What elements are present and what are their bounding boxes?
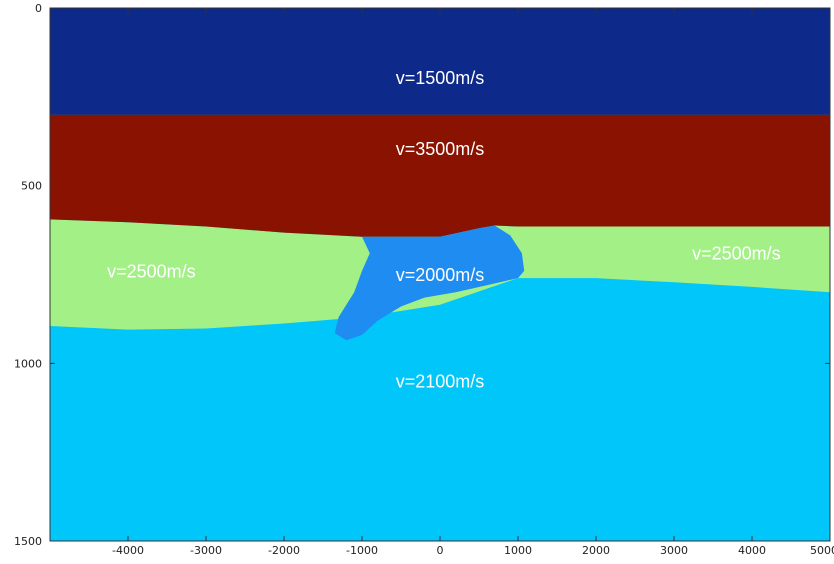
- layer-label: v=2000m/s: [396, 265, 485, 285]
- y-tick-label: 1000: [14, 357, 42, 370]
- y-tick-label: 1500: [14, 535, 42, 548]
- layer-label: v=2500m/s: [107, 261, 196, 281]
- layer-label: v=1500m/s: [396, 68, 485, 88]
- x-tick-label: -4000: [112, 544, 144, 557]
- x-tick-label: -3000: [190, 544, 222, 557]
- layer-v1500: [50, 8, 830, 115]
- x-tick-label: 3000: [660, 544, 688, 557]
- x-tick-label: 0: [437, 544, 444, 557]
- body-v2000: [334, 225, 525, 341]
- layer-v3500: [50, 114, 830, 237]
- x-tick-label: -1000: [346, 544, 378, 557]
- layer-label: v=3500m/s: [396, 139, 485, 159]
- layer-label: v=2500m/s: [692, 244, 781, 264]
- x-tick-label: 1000: [504, 544, 532, 557]
- layer-label: v=2100m/s: [396, 372, 485, 392]
- plot-area: [50, 8, 830, 541]
- axes: -4000 -3000 -2000 -1000 0 1000 2000 3000 4000 500…: [14, 2, 834, 557]
- y-tick-label: 0: [35, 2, 42, 15]
- x-tick-label: -2000: [268, 544, 300, 557]
- layer-labels: v=1500m/s v=3500m/s v=2500m/s v=2500m/s v=20…: [107, 68, 781, 392]
- x-tick-label: 2000: [582, 544, 610, 557]
- y-tick-label: 500: [21, 180, 42, 193]
- x-tick-label: 4000: [738, 544, 766, 557]
